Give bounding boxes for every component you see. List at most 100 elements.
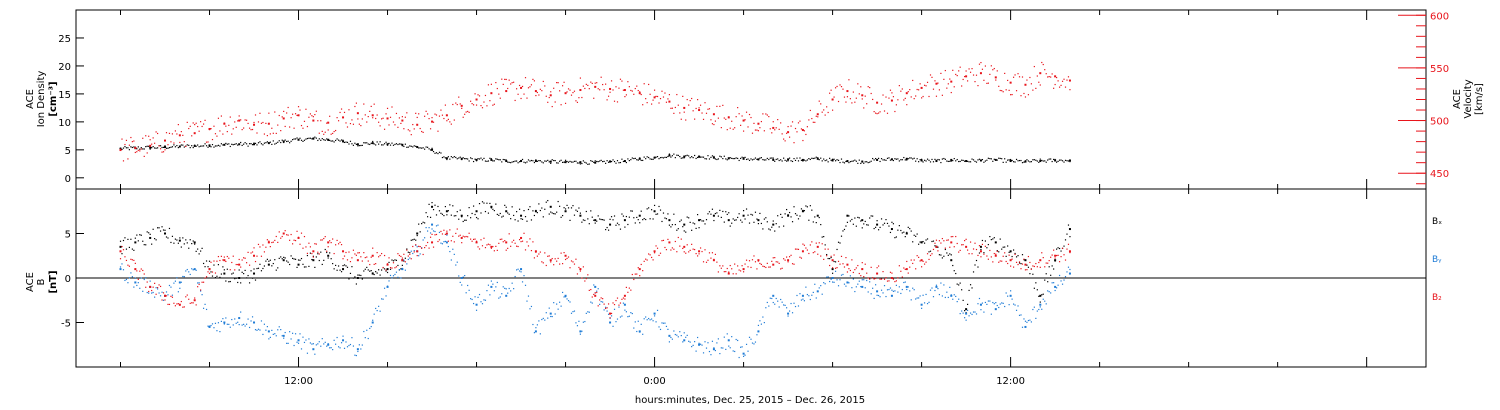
trace-dot-bz xyxy=(642,270,644,272)
trace-dot-by xyxy=(725,348,727,351)
trace-dot-by xyxy=(180,281,182,283)
trace-dot-speed xyxy=(155,131,157,133)
data-point-by xyxy=(801,294,804,297)
trace-dot-speed xyxy=(947,83,949,85)
trace-dot-density xyxy=(928,159,930,161)
data-point-bz xyxy=(371,254,374,257)
trace-dot-density xyxy=(780,159,782,161)
trace-dot-bz xyxy=(429,236,432,238)
trace-dot-by xyxy=(750,338,752,340)
data-point-bz xyxy=(638,268,641,271)
trace-dot-bz xyxy=(167,303,169,306)
data-point-bz xyxy=(327,241,330,244)
trace-dot-bx xyxy=(168,227,171,230)
trace-dot-speed xyxy=(741,115,743,117)
trace-dot-speed xyxy=(358,123,360,125)
trace-dot-speed xyxy=(728,116,730,118)
data-point-density xyxy=(683,155,686,158)
data-point-speed xyxy=(1009,81,1012,84)
panel2-ylabel-line3: [nT] xyxy=(48,270,59,293)
trace-dot-speed xyxy=(1067,76,1070,78)
trace-dot-by xyxy=(533,332,536,334)
trace-dot-bz xyxy=(410,258,412,260)
trace-dot-by xyxy=(823,282,825,284)
trace-dot-bz xyxy=(744,263,746,265)
trace-dot-bz xyxy=(943,240,945,242)
trace-dot-speed xyxy=(788,136,791,138)
trace-dot-speed xyxy=(946,87,948,89)
trace-dot-bx xyxy=(913,234,915,236)
trace-dot-density xyxy=(167,147,169,149)
data-point-bz xyxy=(653,250,656,253)
trace-dot-bz xyxy=(432,246,435,248)
trace-dot-by xyxy=(995,302,997,304)
data-point-by xyxy=(564,294,567,297)
trace-dot-bz xyxy=(121,245,123,248)
trace-dot-density xyxy=(340,139,343,141)
trace-dot-by xyxy=(521,281,524,283)
data-point-bx xyxy=(475,210,478,213)
trace-dot-bz xyxy=(1007,262,1009,265)
trace-dot-density xyxy=(195,145,197,147)
trace-dot-bx xyxy=(197,248,199,250)
trace-dot-bz xyxy=(882,271,884,273)
trace-dot-bz xyxy=(981,243,984,246)
trace-dot-bx xyxy=(962,299,964,301)
trace-dot-density xyxy=(459,156,461,158)
trace-dot-speed xyxy=(367,115,369,118)
trace-dot-bx xyxy=(990,239,992,241)
trace-dot-speed xyxy=(831,109,834,111)
trace-dot-bz xyxy=(875,277,877,280)
trace-dot-by xyxy=(590,301,592,303)
trace-dot-by xyxy=(889,287,892,289)
trace-dot-speed xyxy=(913,98,915,100)
trace-dot-by xyxy=(311,343,313,345)
data-point-speed xyxy=(134,146,137,149)
trace-dot-speed xyxy=(167,144,169,146)
data-point-speed xyxy=(312,119,315,122)
trace-dot-density xyxy=(137,146,139,148)
data-point-bx xyxy=(253,272,256,275)
trace-dot-bz xyxy=(768,266,770,268)
trace-dot-speed xyxy=(335,129,337,132)
trace-dot-bz xyxy=(921,266,923,268)
trace-dot-by xyxy=(284,331,286,334)
trace-dot-bz xyxy=(149,286,151,288)
trace-dot-bx xyxy=(791,221,794,223)
trace-dot-bz xyxy=(514,242,516,244)
trace-dot-speed xyxy=(246,119,248,121)
trace-dot-by xyxy=(759,320,761,322)
trace-dot-bz xyxy=(959,249,961,252)
trace-dot-bx xyxy=(205,260,208,262)
trace-dot-bz xyxy=(545,264,547,267)
trace-dot-speed xyxy=(352,123,355,125)
trace-dot-bx xyxy=(883,222,886,224)
trace-dot-bx xyxy=(857,216,859,219)
trace-dot-bz xyxy=(499,238,501,241)
trace-dot-speed xyxy=(596,82,598,84)
trace-dot-density xyxy=(955,160,957,162)
trace-dot-by xyxy=(1054,289,1056,292)
trace-dot-bz xyxy=(916,255,918,257)
x-axis-tick-labels: 12:00 0:00 12:00 xyxy=(284,376,1025,387)
trace-dot-density xyxy=(318,138,320,140)
trace-dot-by xyxy=(329,347,331,349)
trace-dot-speed xyxy=(563,81,565,83)
trace-dot-bz xyxy=(517,245,519,248)
trace-dot-bx xyxy=(198,253,200,255)
trace-dot-bz xyxy=(1032,265,1034,267)
trace-dot-bx xyxy=(461,216,463,218)
trace-dot-by xyxy=(386,285,389,287)
trace-dot-speed xyxy=(382,117,384,119)
trace-dot-speed xyxy=(197,125,199,128)
trace-dot-speed xyxy=(524,77,527,79)
trace-dot-bx xyxy=(375,271,377,273)
trace-dot-bz xyxy=(961,244,963,246)
trace-dot-by xyxy=(559,301,561,303)
trace-dot-speed xyxy=(465,111,467,113)
trace-dot-by xyxy=(452,248,454,250)
trace-dot-bz xyxy=(556,260,558,262)
trace-dot-speed xyxy=(314,113,316,116)
trace-dot-bz xyxy=(395,266,398,268)
trace-dot-by xyxy=(357,350,359,353)
